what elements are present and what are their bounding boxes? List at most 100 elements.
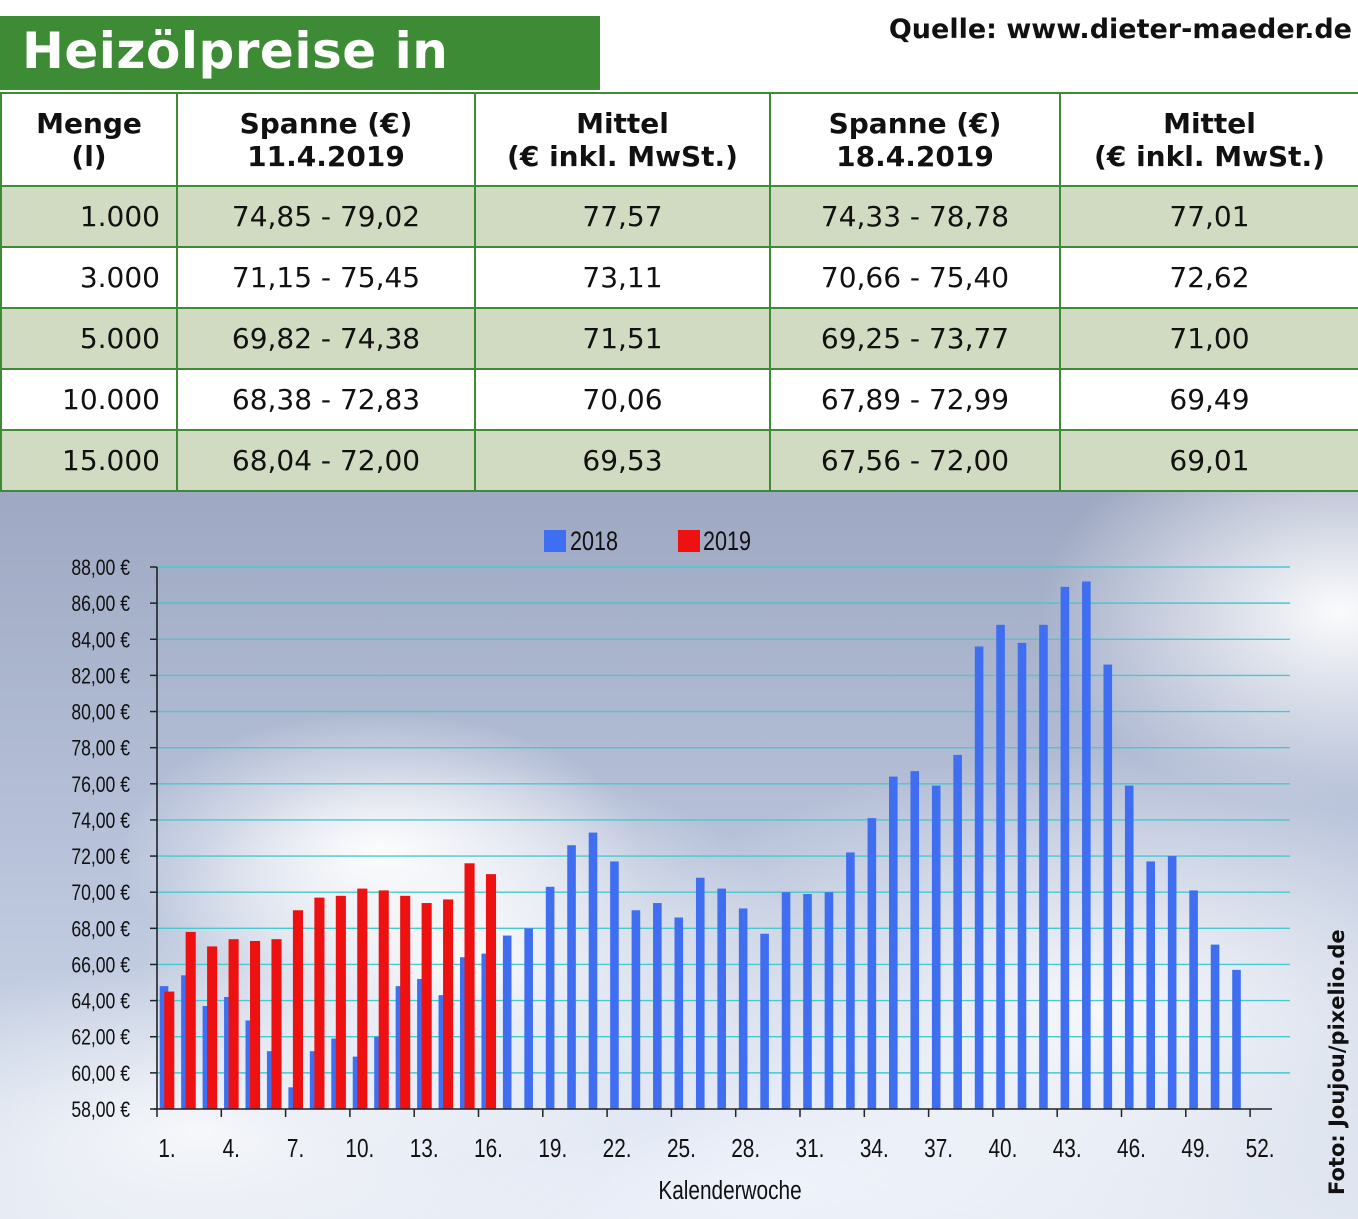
bar-2018-week-41 [1017,642,1027,1109]
bar-2018-week-8 [309,1051,319,1109]
bar-2019-week-6 [271,939,282,1109]
cell-range-2: 74,33 - 78,78 [769,185,1061,248]
table-row: 15.000 68,04 - 72,00 69,53 67,56 - 72,00… [0,429,1358,492]
y-tick-label: 76,00 € [71,773,130,797]
y-tick-label: 80,00 € [71,701,130,725]
bar-2018-week-48 [1167,856,1177,1109]
y-tick-label: 68,00 € [71,918,130,942]
bar-2018-week-32 [824,892,834,1109]
bar-2018-week-23 [631,910,641,1109]
y-tick-label: 60,00 € [71,1062,130,1086]
bar-2018-week-24 [653,903,662,1109]
bar-2018-week-13 [417,978,426,1109]
x-tick-label: 16. [474,1134,503,1163]
bar-2018-week-44 [1082,581,1091,1109]
cell-quantity: 3.000 [0,246,178,309]
x-tick-label: 31. [796,1134,825,1163]
bar-2018-week-37 [931,785,941,1109]
bar-2019-week-11 [378,890,389,1109]
legend-label-2018: 2018 [570,527,618,557]
x-tick-label: 1. [158,1134,175,1163]
x-tick-label: 13. [410,1134,439,1163]
bar-2018-week-21 [588,832,598,1109]
y-tick-label: 66,00 € [71,954,130,978]
page-title: Heizölpreise in Berlin [0,16,600,150]
bar-2018-week-19 [545,886,555,1109]
bar-2018-week-17 [502,935,512,1109]
x-tick-label: 40. [988,1134,1017,1163]
bar-2018-week-36 [910,771,920,1109]
cell-quantity: 5.000 [0,307,178,370]
bar-2018-week-14 [438,995,448,1109]
x-tick-label: 25. [667,1134,696,1163]
bar-2019-week-2 [185,931,196,1109]
bar-2018-week-7 [288,1087,297,1109]
x-tick-label: 46. [1117,1134,1146,1163]
header-mean-1: Mittel (€ inkl. MwSt.) [474,92,771,187]
bar-2019-week-1 [164,991,175,1109]
bar-2019-week-16 [485,874,497,1109]
cell-range-2: 67,56 - 72,00 [769,429,1061,492]
bar-2018-week-31 [803,894,812,1109]
y-tick-label: 86,00 € [71,592,130,616]
photo-credit: Foto: Joujou/pixelio.de [1325,929,1349,1195]
header-range-1: Spanne (€) 11.4.2019 [176,92,476,187]
header-mean-2: Mittel (€ inkl. MwSt.) [1059,92,1358,187]
bar-2018-week-9 [331,1038,340,1109]
x-tick-label: 37. [924,1134,953,1163]
x-tick-label: 22. [603,1134,632,1163]
bar-2019-week-8 [314,897,325,1109]
bar-2018-week-26 [695,877,705,1109]
bar-2018-week-20 [567,845,576,1109]
header-range-2: Spanne (€) 18.4.2019 [769,92,1061,187]
bar-2018-week-16 [481,953,491,1109]
bar-2018-week-5 [245,1020,255,1109]
x-tick-label: 7. [287,1134,304,1163]
chart-area: 58,00 € 60,00 € 62,00 € 64,00 € 66,00 € 68,00… [0,492,1358,1219]
bar-2019-week-14 [443,899,454,1109]
bar-2018-week-2 [181,975,190,1109]
bar-2018-week-50 [1210,944,1220,1109]
bar-2018-week-42 [1039,624,1048,1109]
bar-2018-week-18 [524,928,533,1109]
bar-2019-week-5 [250,940,261,1109]
x-tick-label: 4. [223,1134,240,1163]
x-tick-label: 43. [1053,1134,1082,1163]
cell-quantity: 1.000 [0,185,178,248]
bar-2018-week-29 [760,933,769,1109]
cell-quantity: 10.000 [0,368,178,431]
bar-2018-week-25 [674,917,684,1109]
bar-2018-week-49 [1189,890,1198,1109]
source-note: Quelle: www.dieter-maeder.de [888,14,1352,45]
bar-2019-week-12 [400,895,411,1109]
cell-quantity: 15.000 [0,429,178,492]
price-table: Menge (l) Spanne (€) 11.4.2019 Mittel (€ in… [0,92,1358,492]
table-header-row: Menge (l) Spanne (€) 11.4.2019 Mittel (€ in… [0,92,1358,187]
bar-2018-week-12 [395,986,405,1109]
bar-2019-week-7 [292,910,303,1109]
cell-mean-1: 70,06 [474,368,771,431]
y-tick-label: 88,00 € [71,556,130,580]
y-tick-label: 62,00 € [71,1026,130,1050]
cell-range-2: 69,25 - 73,77 [769,307,1061,370]
cell-range-1: 71,15 - 75,45 [176,246,476,309]
table-row: 1.000 74,85 - 79,02 77,57 74,33 - 78,78 … [0,185,1358,248]
bar-2018-week-33 [846,852,855,1109]
bar-2018-week-46 [1124,785,1134,1109]
x-tick-label: 34. [860,1134,889,1163]
cell-mean-1: 73,11 [474,246,771,309]
table-row: 5.000 69,82 - 74,38 71,51 69,25 - 73,77 … [0,307,1358,370]
cell-range-2: 70,66 - 75,40 [769,246,1061,309]
bar-2018-week-39 [974,646,984,1109]
bar-2018-week-11 [374,1036,383,1109]
bar-2019-week-4 [228,939,239,1109]
cell-range-1: 68,04 - 72,00 [176,429,476,492]
bar-2018-week-4 [224,996,233,1109]
bar-2018-week-51 [1232,969,1241,1109]
bar-2018-week-30 [781,892,791,1109]
bar-2018-week-6 [266,1051,276,1109]
bar-2018-week-27 [717,888,726,1109]
price-chart: 58,00 € 60,00 € 62,00 € 64,00 € 66,00 € 68,00… [71,527,1290,1205]
bar-2018-week-1 [159,986,169,1109]
cell-range-1: 74,85 - 79,02 [176,185,476,248]
